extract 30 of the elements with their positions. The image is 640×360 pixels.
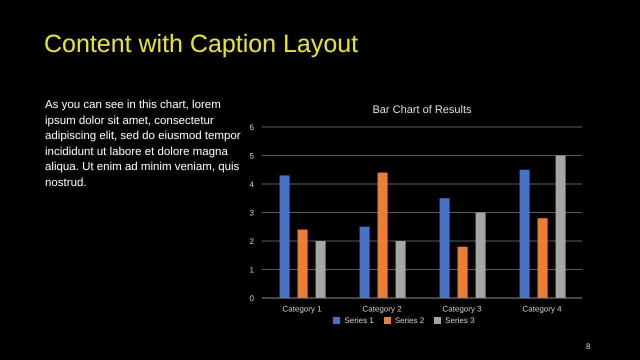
y-tick-label: 6 bbox=[250, 122, 255, 132]
y-tick-label: 4 bbox=[250, 180, 255, 189]
chart-title: Bar Chart of Results bbox=[371, 104, 473, 116]
text: Content with Caption Layout bbox=[44, 30, 358, 59]
bar bbox=[360, 226, 370, 298]
bar bbox=[538, 218, 548, 298]
y-tick-label: 3 bbox=[250, 208, 255, 218]
bar bbox=[316, 241, 326, 298]
bar bbox=[298, 230, 308, 298]
bar bbox=[378, 172, 388, 298]
legend-label: Series 1 bbox=[344, 316, 374, 325]
x-tick-label: Category 3 bbox=[442, 304, 482, 314]
x-tick-label: Category 2 bbox=[362, 304, 402, 314]
y-tick-label: 5 bbox=[250, 151, 255, 160]
y-tick-label: 1 bbox=[250, 265, 255, 274]
text: 8 bbox=[586, 342, 590, 351]
x-tick-label: Category 1 bbox=[282, 304, 322, 314]
bar bbox=[458, 246, 468, 298]
bar bbox=[476, 212, 486, 298]
bar bbox=[280, 175, 290, 298]
bar bbox=[396, 241, 406, 298]
y-tick-label: 0 bbox=[250, 294, 255, 303]
bar bbox=[556, 156, 566, 298]
x-tick-label: Category 4 bbox=[522, 304, 562, 314]
bar bbox=[520, 170, 530, 298]
y-tick-label: 2 bbox=[250, 236, 255, 246]
legend-label: Series 2 bbox=[394, 316, 424, 325]
text: As you can see in this chart, lorem ipsum dolor sit amet, consectetur adipiscing elit, sed do eiusmod tempor incididunt ut labore et dolore magna aliqua. Ut enim ad minim veniam, quis nostrud. bbox=[45, 98, 242, 190]
legend-label: Series 3 bbox=[445, 316, 475, 325]
bar bbox=[440, 198, 450, 298]
